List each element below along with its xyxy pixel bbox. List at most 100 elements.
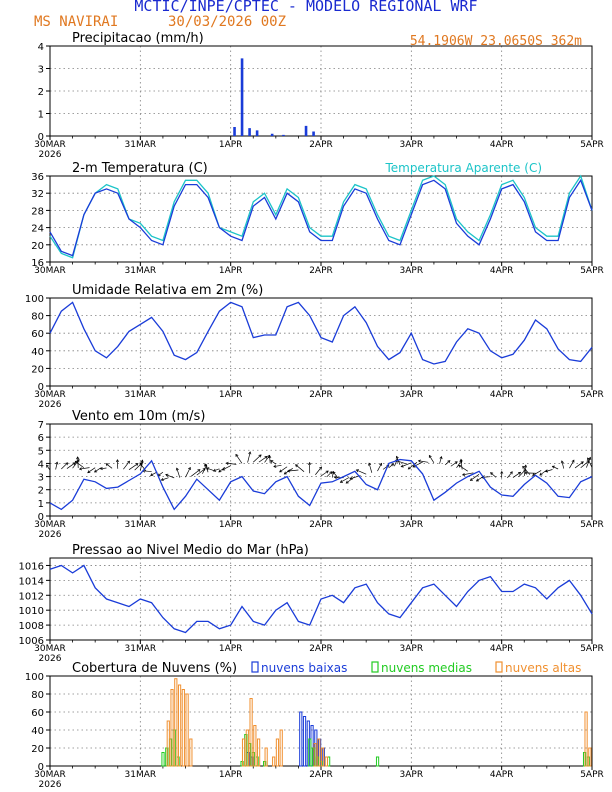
wind-ytick-label: 7 <box>38 420 44 431</box>
wind-arrow-head <box>55 461 59 465</box>
precip-bar <box>282 134 285 136</box>
wind-arrow-head <box>509 471 513 475</box>
wind-arrow <box>569 459 575 469</box>
temp-title: 2-m Temperatura (C) <box>72 161 208 176</box>
temp-ytick-label: 16 <box>31 258 44 269</box>
wind-ytick-label: 3 <box>38 473 44 484</box>
cloud-bar-nuvens-altas <box>588 747 592 767</box>
wind-arrow-head <box>439 456 443 460</box>
precip-ytick-label: 1 <box>38 110 44 121</box>
wind-arrow-head <box>204 463 208 467</box>
wind-arrow <box>587 457 593 468</box>
precip-year-label: 2026 <box>39 150 62 160</box>
cloud-legend-swatch <box>251 661 259 673</box>
wind-arrow-head <box>319 466 323 470</box>
wind-arrow-head <box>522 465 526 469</box>
wind-arrow-head <box>412 464 416 468</box>
cloud-ytick-label: 0 <box>38 762 44 773</box>
precip-bar <box>233 127 236 136</box>
temp-panel: 16 20 24 28 32 36 30MAR 31MAR 1APR 2APR 3APR 4APR 5A… <box>31 161 604 276</box>
wind-arrow <box>439 456 442 464</box>
wind-arrow-head <box>225 461 229 465</box>
wind-ytick-label: 1 <box>38 499 44 510</box>
wind-arrow-head <box>46 464 49 468</box>
wind-xtick-label: 2APR <box>309 520 333 530</box>
press-xtick-label: 2APR <box>309 644 333 654</box>
wind-arrow <box>247 451 251 463</box>
press-ytick-label: 1006 <box>19 636 44 647</box>
wind-arrow-head <box>332 471 336 475</box>
wind-arrow <box>401 462 412 468</box>
wind-arrow <box>412 461 423 468</box>
wind-xtick-label: 1APR <box>219 520 243 530</box>
precip-xtick-label: 30MAR <box>34 140 66 150</box>
temp-ytick-label: 24 <box>31 224 44 235</box>
humid-xtick-label: 3APR <box>400 390 424 400</box>
wind-arrow <box>561 460 565 469</box>
precip-panel: 0 1 2 3 4 30MAR 31MAR 1APR 2APR 3APR 4APR 5APR 2026 P… <box>34 31 604 160</box>
cloud-xtick-label: 3APR <box>400 770 424 780</box>
wind-arrow <box>395 460 406 464</box>
cloud-xtick-label: 31MAR <box>125 770 157 780</box>
wind-arrow <box>279 466 288 473</box>
press-xtick-label: 3APR <box>400 644 424 654</box>
wind-arrow-head <box>165 473 169 477</box>
cloud-bar-nuvens-altas <box>264 747 268 767</box>
wind-arrow-head <box>417 459 421 463</box>
wind-arrow <box>580 460 590 468</box>
humid-ytick-label: 40 <box>31 347 44 358</box>
press-xtick-label: 1APR <box>219 644 243 654</box>
precip-xtick-label: 5APR <box>580 140 604 150</box>
wind-arrow <box>470 474 480 481</box>
precip-bar <box>270 133 274 136</box>
wind-arrow-head <box>150 473 154 476</box>
wind-arrow <box>574 461 584 469</box>
wind-arrow-head <box>524 471 528 475</box>
cloud-bar-nuvens-altas <box>275 738 280 767</box>
wind-arrow-head <box>395 455 399 459</box>
wind-arrow <box>87 467 96 473</box>
pressure-line <box>49 564 593 634</box>
wind-arrow <box>222 465 231 471</box>
wind-arrow-head <box>355 469 359 473</box>
wind-arrow <box>235 454 243 464</box>
wind-arrow <box>418 460 429 463</box>
humid-xtick-label: 1APR <box>219 390 243 400</box>
wind-arrow <box>512 472 521 478</box>
precip-bar <box>240 58 244 136</box>
wind-arrow-head <box>454 461 458 465</box>
cloud-bar-nuvens-altas <box>313 743 317 767</box>
wind-ytick-label: 6 <box>38 433 44 444</box>
wind-arrow-head <box>325 470 329 474</box>
precip-bar <box>304 125 308 136</box>
humid-xtick-label: 4APR <box>490 390 514 400</box>
location-label: MS NAVIRAI <box>34 14 118 30</box>
wind-arrow <box>77 456 79 468</box>
figure-title: MCTIC/INPE/CPTEC - MODELO REGIONAL WRF <box>134 0 477 15</box>
wind-arrow <box>523 465 527 476</box>
wind-arrow-head <box>490 472 494 476</box>
wind-xtick-label: 4APR <box>490 520 514 530</box>
wind-arrow-head <box>188 466 191 471</box>
wind-arrow-head <box>368 462 372 466</box>
temp-xtick-label: 31MAR <box>125 266 157 276</box>
humid-xtick-label: 31MAR <box>125 390 157 400</box>
wind-arrow-head <box>65 462 69 466</box>
humid-ytick-label: 100 <box>25 294 44 305</box>
wind-arrow-head <box>588 456 592 460</box>
wind-arrow <box>532 470 542 476</box>
wind-arrow-head <box>287 469 291 473</box>
cloud-bar-nuvens-altas <box>166 720 170 767</box>
wind-arrow-head <box>544 469 549 473</box>
wind-arrow <box>142 470 152 472</box>
precip-xtick-label: 4APR <box>490 140 514 150</box>
wind-arrow-head <box>560 460 564 464</box>
wind-arrow-head <box>105 463 109 467</box>
wind-arrow-head <box>580 461 584 465</box>
wind-arrow <box>295 464 305 472</box>
wind-arrow-head <box>76 456 80 460</box>
wind-arrow-head <box>115 459 120 463</box>
wind-arrow-head <box>400 464 404 468</box>
wind-arrow-head <box>270 460 274 463</box>
wind-arrow <box>226 462 237 465</box>
